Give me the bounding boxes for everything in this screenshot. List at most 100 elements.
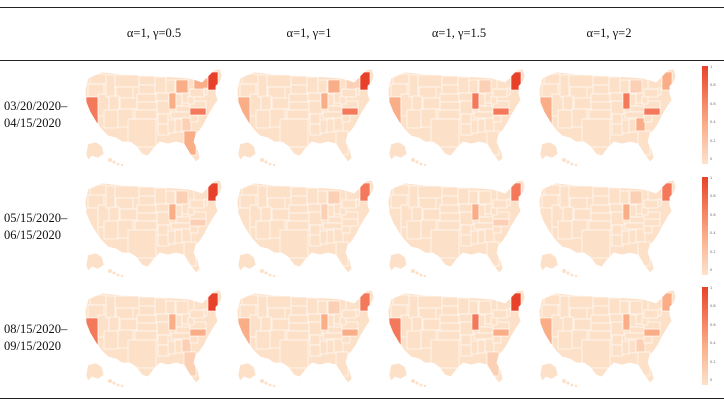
state-region-al	[628, 118, 637, 133]
colorbar-tick-label: 0.2	[710, 249, 716, 254]
state-region-ut	[260, 95, 272, 111]
colorbar-tick-label: 0.8	[710, 194, 716, 199]
state-region-la	[460, 234, 473, 247]
state-region-ar	[611, 334, 623, 346]
state-region-ut	[411, 206, 423, 222]
state-region-ar	[309, 334, 321, 346]
state-region-in	[175, 93, 183, 107]
state-region-ia	[155, 92, 170, 102]
state-region-nj	[355, 87, 360, 96]
state-region-nd	[138, 75, 156, 86]
state-region-in	[327, 314, 335, 328]
state-region-tx	[581, 229, 611, 259]
state-region-az	[103, 330, 119, 350]
hawaii-island	[116, 383, 120, 387]
us-map-svg	[538, 289, 677, 388]
state-region-pa	[341, 309, 357, 319]
state-region-id	[408, 74, 419, 98]
state-region-il	[471, 313, 480, 331]
state-region-mn	[457, 187, 470, 205]
state-region-sd	[441, 84, 459, 95]
state-region-ia	[458, 203, 473, 213]
state-region-mo	[156, 100, 171, 115]
state-region-mo	[308, 100, 323, 115]
state-region-ms	[621, 119, 630, 134]
state-region-ia	[307, 313, 322, 323]
state-region-ga	[484, 338, 495, 353]
state-region-la	[309, 344, 322, 357]
state-region-az	[557, 109, 573, 129]
state-region-ut	[562, 95, 574, 111]
alaska-region	[237, 141, 257, 161]
hawaii-island	[562, 269, 566, 273]
state-region-sd	[290, 84, 308, 95]
hawaii-island	[264, 381, 268, 385]
state-region-ks	[136, 322, 158, 332]
hawaii-island	[574, 384, 578, 388]
state-region-wa	[241, 184, 259, 196]
state-region-mo	[308, 321, 323, 336]
state-region-tn	[170, 222, 192, 230]
state-region-ne	[590, 93, 611, 103]
state-region-sd	[138, 195, 156, 206]
state-region-la	[157, 344, 170, 357]
hawaii-island	[415, 271, 419, 275]
state-region-nd	[592, 75, 610, 86]
hawaii-island	[566, 271, 570, 275]
state-region-il	[320, 313, 329, 331]
colorbar-gradient	[702, 177, 708, 275]
row-label-3-start: 08/15/2020–	[4, 322, 68, 336]
state-region-al	[477, 339, 486, 354]
state-region-va	[341, 100, 359, 109]
state-region-la	[611, 234, 624, 247]
state-region-ms	[167, 340, 176, 355]
state-region-ks	[136, 101, 158, 111]
state-region-ks	[288, 322, 310, 332]
state-region-sc	[341, 114, 351, 123]
state-region-tn	[624, 332, 646, 340]
state-region-az	[406, 220, 422, 240]
state-region-ms	[621, 230, 630, 245]
state-region-sd	[592, 195, 610, 206]
state-region-ky	[478, 105, 496, 113]
state-region-il	[320, 203, 329, 221]
state-region-mt	[568, 185, 594, 199]
state-region-pa	[341, 88, 357, 98]
state-region-id	[559, 185, 570, 209]
state-region-ky	[629, 105, 647, 113]
state-region-wa	[241, 294, 259, 306]
state-region-ga	[333, 228, 344, 243]
state-region-ga	[635, 228, 646, 243]
state-region-va	[341, 211, 359, 220]
state-region-nj	[657, 308, 662, 317]
state-region-nd	[290, 75, 308, 86]
hawaii-island	[116, 273, 120, 277]
hawaii-island	[423, 274, 427, 278]
state-region-ky	[478, 216, 496, 224]
state-region-in	[478, 204, 486, 218]
state-region-sc	[341, 225, 351, 234]
state-region-az	[255, 109, 271, 129]
state-region-il	[320, 92, 329, 110]
state-region-ky	[478, 326, 496, 334]
colorbar-tick-label: 0.6	[710, 101, 716, 106]
state-region-ar	[460, 113, 472, 125]
hawaii-island	[260, 269, 264, 273]
hawaii-island	[415, 160, 419, 164]
state-region-mi	[175, 79, 189, 94]
state-region-sc	[643, 225, 653, 234]
state-region-mi	[175, 190, 189, 205]
state-region-mt	[114, 295, 140, 309]
state-region-wa	[392, 184, 410, 196]
state-region-nd	[441, 186, 459, 197]
state-region-tx	[581, 118, 611, 148]
state-region-mn	[608, 76, 621, 94]
state-region-mo	[459, 321, 474, 336]
state-region-mi	[478, 300, 492, 315]
state-region-la	[157, 234, 170, 247]
state-region-tn	[322, 111, 344, 119]
state-region-ne_states	[661, 292, 673, 312]
state-region-al	[326, 229, 335, 244]
hawaii-island	[260, 379, 264, 383]
hawaii-island	[264, 271, 268, 275]
